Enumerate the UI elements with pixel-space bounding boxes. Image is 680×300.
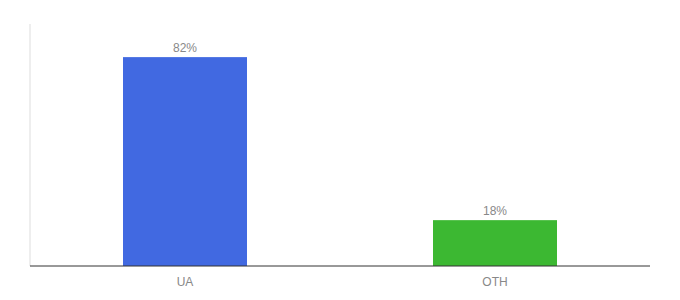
chart: 82% 18% UA OTH	[0, 0, 680, 300]
data-label: 82%	[173, 41, 197, 55]
y-axis-line	[30, 24, 31, 266]
chart-container: 82% 18% UA OTH	[0, 0, 680, 300]
data-label: 18%	[483, 204, 507, 218]
bar	[433, 220, 557, 266]
bars	[123, 57, 557, 266]
x-tick-label: UA	[177, 275, 194, 289]
x-axis-line	[30, 266, 650, 267]
x-tick-label: OTH	[482, 275, 507, 289]
bar	[123, 57, 247, 266]
